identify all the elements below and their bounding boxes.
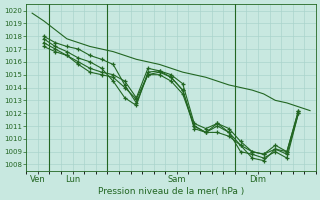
X-axis label: Pression niveau de la mer( hPa ): Pression niveau de la mer( hPa ) <box>98 187 244 196</box>
